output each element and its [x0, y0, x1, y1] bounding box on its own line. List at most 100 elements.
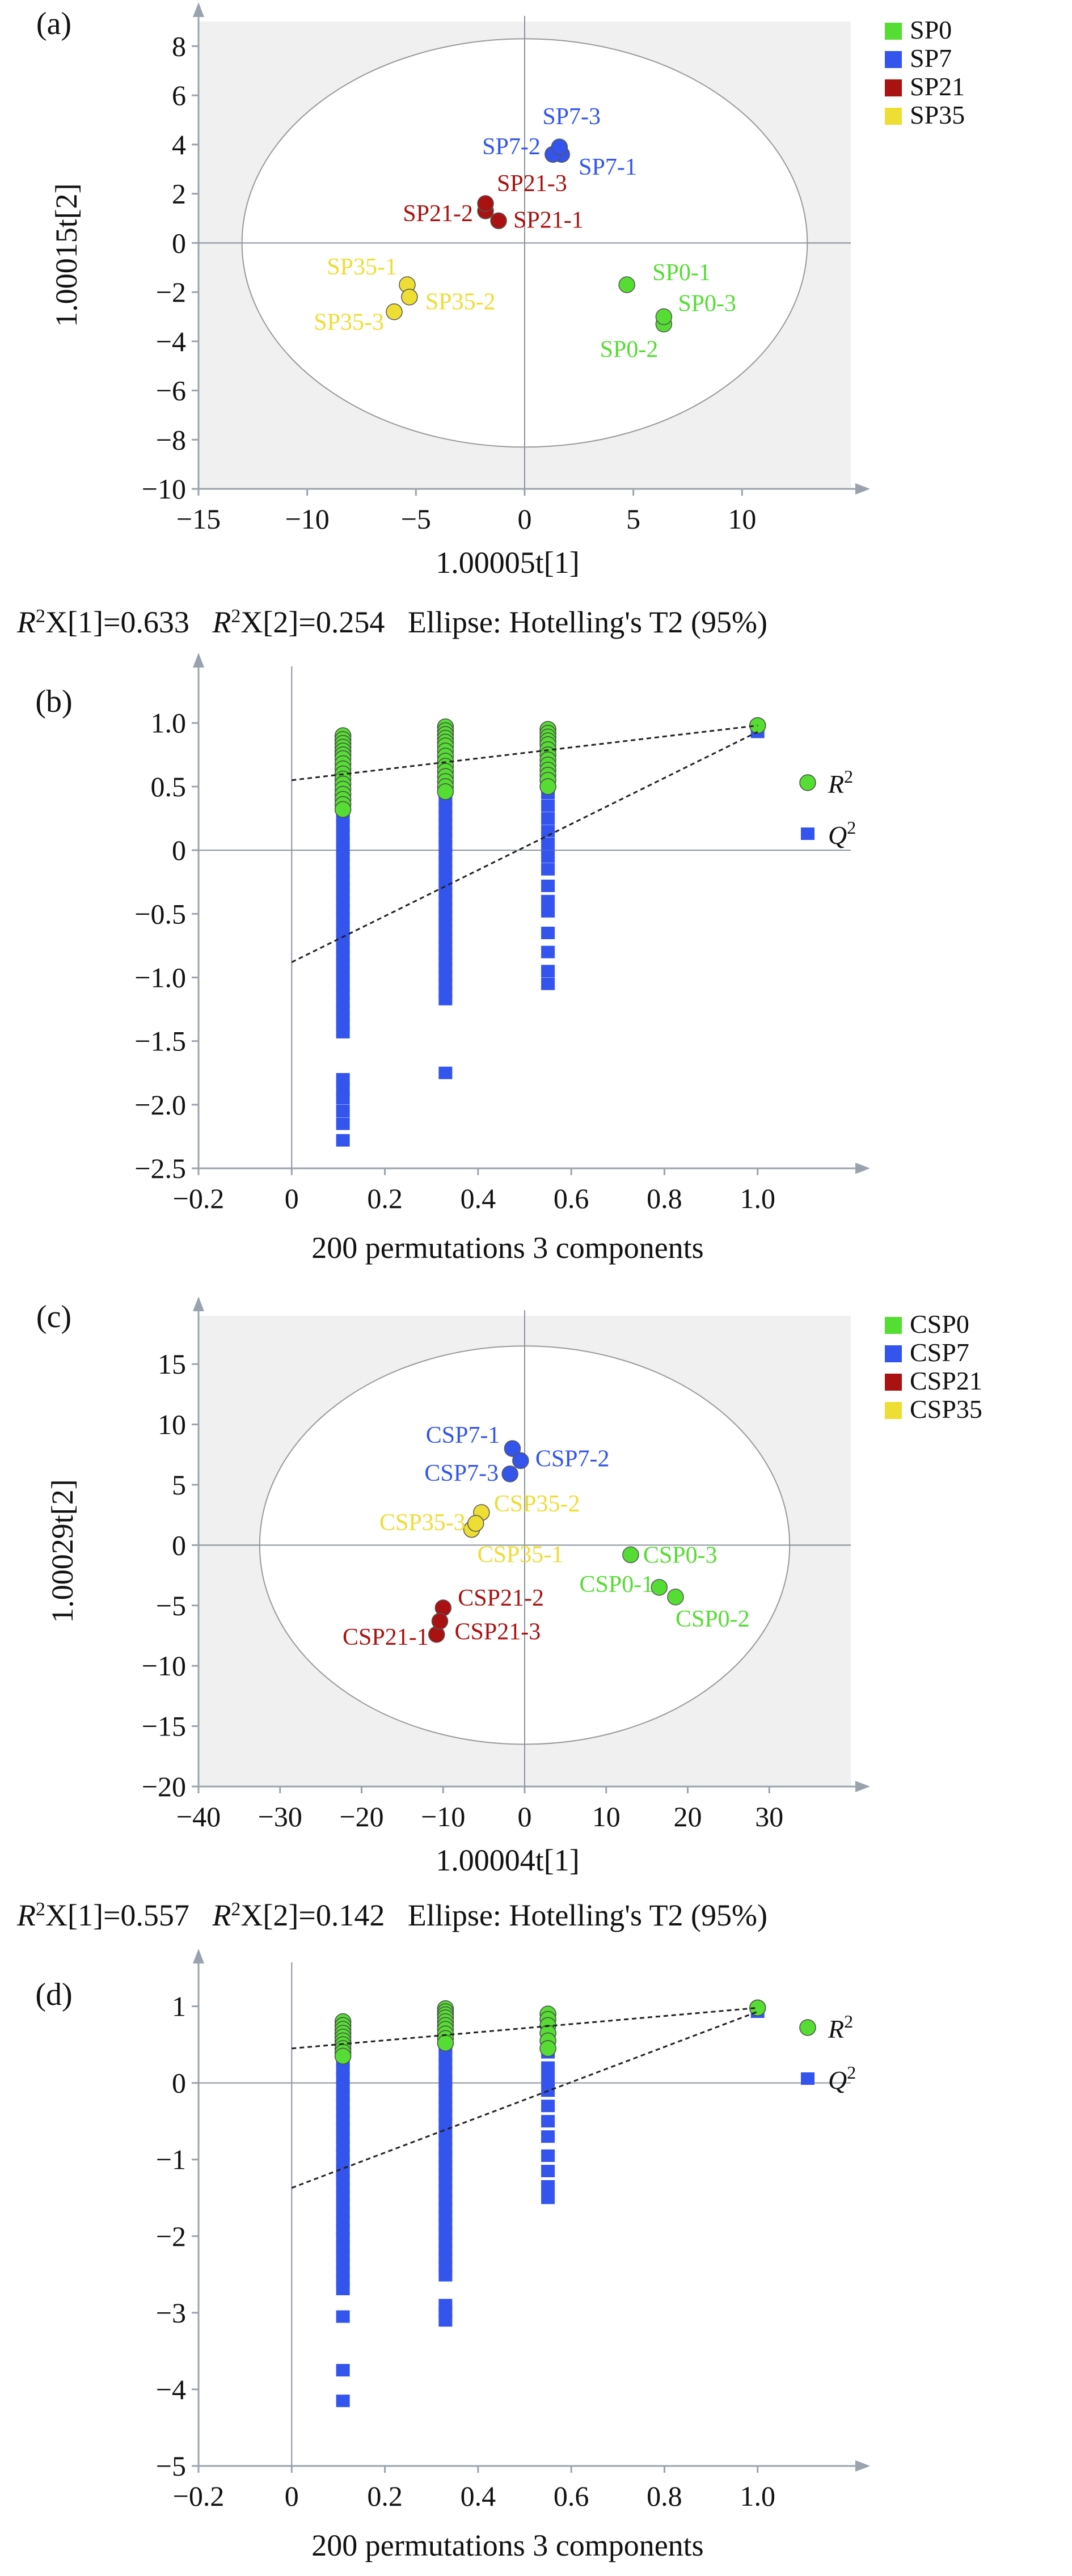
y-tick-label: 15	[158, 1348, 186, 1380]
q2-point	[336, 2364, 350, 2377]
point-label: SP35-2	[425, 289, 496, 315]
data-point	[512, 1452, 529, 1469]
x-tick-label: 0.8	[647, 2480, 682, 2512]
x-tick-label: 0.6	[554, 2480, 589, 2512]
model-caption: R2X[1]=0.633 R2X[2]=0.254 Ellipse: Hotel…	[16, 605, 767, 639]
q2-point	[438, 1066, 453, 1079]
legend-label: SP0	[910, 15, 952, 44]
y-tick-label: 4	[172, 129, 186, 161]
legend-marker	[799, 2019, 816, 2036]
q2-point	[336, 1105, 350, 1118]
y-tick-label: 1	[172, 1991, 186, 2022]
legend-swatch	[885, 108, 902, 125]
x-tick-label: 0.4	[461, 1183, 496, 1214]
q2-point	[541, 837, 555, 850]
panel-label: (d)	[35, 1977, 72, 2012]
x-tick-label: 20	[674, 1801, 702, 1832]
point-label: SP7-3	[542, 104, 601, 130]
x-tick-label: 10	[728, 503, 756, 535]
data-point	[618, 276, 635, 293]
panel-label: (b)	[35, 684, 72, 719]
legend-swatch	[885, 1345, 902, 1362]
x-tick-label: −30	[258, 1801, 302, 1832]
point-label: CSP21-3	[455, 1619, 541, 1645]
x-tick-label: −20	[339, 1801, 383, 1832]
y-tick-label: 2	[172, 178, 186, 210]
q2-point	[541, 799, 555, 812]
r2-regression-line	[292, 2007, 758, 2050]
point-label: SP21-2	[403, 201, 473, 227]
y-tick-label: 0	[172, 2067, 186, 2099]
y-tick-label: 5	[172, 1469, 186, 1501]
x-axis-label: 200 permutations 3 components	[311, 2528, 703, 2562]
r2-point	[334, 801, 352, 818]
q2-point	[541, 825, 555, 838]
point-label: CSP0-3	[643, 1542, 718, 1568]
legend-marker	[799, 774, 816, 791]
r2-point	[539, 2040, 556, 2057]
legend-label: CSP0	[910, 1310, 969, 1338]
legend-label: R2	[828, 766, 853, 799]
y-tick-label: −15	[142, 1711, 186, 1742]
point-label: SP0-2	[600, 336, 659, 362]
q2-point	[336, 2310, 350, 2323]
x-tick-label: 1.0	[740, 1183, 775, 1214]
point-label: SP0-1	[652, 260, 711, 286]
y-tick-label: −8	[156, 424, 186, 455]
x-tick-label: 1.0	[740, 2480, 775, 2512]
x-tick-label: 0.8	[647, 1183, 682, 1214]
point-label: CSP7-2	[535, 1446, 610, 1472]
q2-point	[336, 1072, 350, 1086]
x-tick-label: 0	[518, 503, 532, 535]
y-tick-label: −10	[142, 473, 186, 505]
data-point	[431, 1612, 449, 1630]
point-label: CSP0-2	[676, 1606, 750, 1632]
r2-point	[334, 2047, 352, 2065]
q2-point	[541, 2115, 555, 2128]
y-tick-label: 0.5	[151, 771, 187, 803]
x-tick-label: −15	[176, 503, 221, 535]
y-tick-label: −4	[156, 2374, 186, 2405]
data-point	[551, 138, 568, 155]
q2-point	[541, 850, 555, 863]
q2-point	[541, 879, 555, 892]
panel-d: −5 −4 −3 −2 −1 0 1 −0.2 0 0.2 0.4 0.6 0.8 1.0 (d) 200 p…	[35, 1949, 870, 2562]
point-label: CSP7-1	[426, 1422, 500, 1449]
q2-point	[541, 2072, 555, 2085]
q2-point	[541, 2061, 555, 2074]
legend-marker	[801, 827, 814, 840]
point-label: CSP7-3	[424, 1460, 499, 1487]
q2-point	[541, 2100, 555, 2113]
q2-point	[541, 965, 555, 978]
data-point	[667, 1589, 684, 1606]
data-point	[504, 1440, 521, 1457]
r2-point	[437, 783, 454, 800]
legend-swatch	[885, 51, 902, 68]
x-tick-label: 10	[592, 1801, 621, 1832]
panel-c: −20 −15 −10 −5 0 5 10 15 −40 −30 −20 −10 0 10 20 30 (c) 1…	[16, 1297, 982, 1932]
x-tick-label: −5	[401, 503, 431, 535]
legend-label: Q2	[828, 2062, 856, 2094]
q2-point	[336, 2282, 350, 2295]
q2-point	[438, 993, 453, 1006]
y-tick-label: −5	[156, 1590, 186, 1621]
y-axis-arrow	[193, 1949, 204, 1963]
data-point	[386, 303, 403, 320]
x-axis-label: 200 permutations 3 components	[311, 1231, 703, 1265]
y-tick-label: 0	[172, 1529, 186, 1561]
point-label: CSP35-3	[379, 1510, 466, 1536]
q2-point	[541, 863, 555, 876]
x-tick-label: 0	[285, 1183, 299, 1214]
x-tick-label: −10	[421, 1801, 465, 1832]
point-label: SP35-3	[314, 310, 384, 336]
y-tick-label: −1.0	[134, 961, 186, 993]
y-tick-label: −1	[156, 2144, 186, 2176]
x-tick-label: 0.2	[367, 1183, 403, 1214]
q2-point	[438, 2314, 453, 2327]
x-tick-label: −10	[285, 503, 330, 535]
y-tick-label: −4	[156, 326, 186, 357]
q2-point	[541, 2180, 555, 2193]
panel-label: (c)	[36, 1299, 71, 1335]
x-tick-label: −40	[176, 1801, 221, 1832]
